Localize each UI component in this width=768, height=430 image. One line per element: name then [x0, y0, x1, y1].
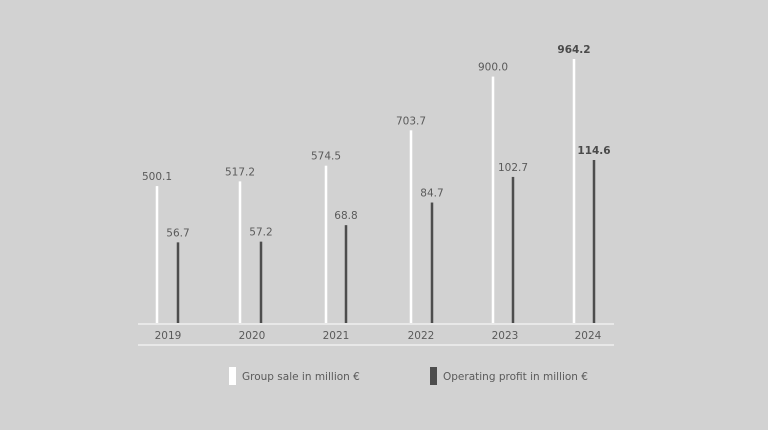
- label-group-sale-2024: 964.2: [557, 44, 590, 56]
- label-operating-profit-2019: 56.7: [166, 227, 189, 239]
- x-tick-2021: 2021: [323, 330, 350, 342]
- legend-swatch-operating-profit: [430, 367, 437, 385]
- bar-operating-profit-2024: [592, 160, 596, 323]
- x-tick-2020: 2020: [239, 330, 266, 342]
- bars-layer: [155, 59, 596, 323]
- label-group-sale-2021: 574.5: [311, 151, 341, 163]
- x-tick-2022: 2022: [408, 330, 435, 342]
- label-operating-profit-2023: 102.7: [498, 162, 528, 174]
- bar-group-sale-2020: [238, 181, 242, 323]
- bar-group-sale-2023: [491, 76, 495, 323]
- label-group-sale-2022: 703.7: [396, 115, 426, 127]
- legend-label-operating-profit: Operating profit in million €: [443, 371, 588, 383]
- label-group-sale-2023: 900.0: [478, 62, 508, 74]
- value-labels-layer: 500.1 56.7 517.2 57.2 574.5 68.8 703.7 84.7 900.…: [142, 44, 611, 239]
- label-operating-profit-2021: 68.8: [334, 210, 357, 222]
- x-tick-labels: 2019 2020 2021 2022 2023 2024: [155, 330, 602, 342]
- legend-label-group-sale: Group sale in million €: [242, 371, 360, 383]
- legend: Group sale in million € Operating profit …: [229, 367, 588, 385]
- bar-operating-profit-2019: [176, 242, 180, 323]
- bar-operating-profit-2021: [344, 225, 348, 323]
- label-operating-profit-2024: 114.6: [577, 145, 610, 157]
- label-operating-profit-2022: 84.7: [420, 188, 443, 200]
- bar-group-sale-2024: [572, 59, 576, 323]
- bar-operating-profit-2022: [430, 202, 434, 323]
- bar-group-sale-2019: [155, 186, 159, 323]
- x-tick-2019: 2019: [155, 330, 182, 342]
- x-tick-2023: 2023: [492, 330, 519, 342]
- bar-group-sale-2022: [409, 130, 413, 323]
- bar-group-sale-2021: [324, 165, 328, 323]
- bar-operating-profit-2023: [511, 176, 515, 323]
- label-group-sale-2020: 517.2: [225, 166, 255, 178]
- bar-operating-profit-2020: [259, 241, 263, 323]
- label-operating-profit-2020: 57.2: [249, 227, 272, 239]
- x-tick-2024: 2024: [575, 330, 602, 342]
- legend-swatch-group-sale: [229, 367, 236, 385]
- label-group-sale-2019: 500.1: [142, 171, 172, 183]
